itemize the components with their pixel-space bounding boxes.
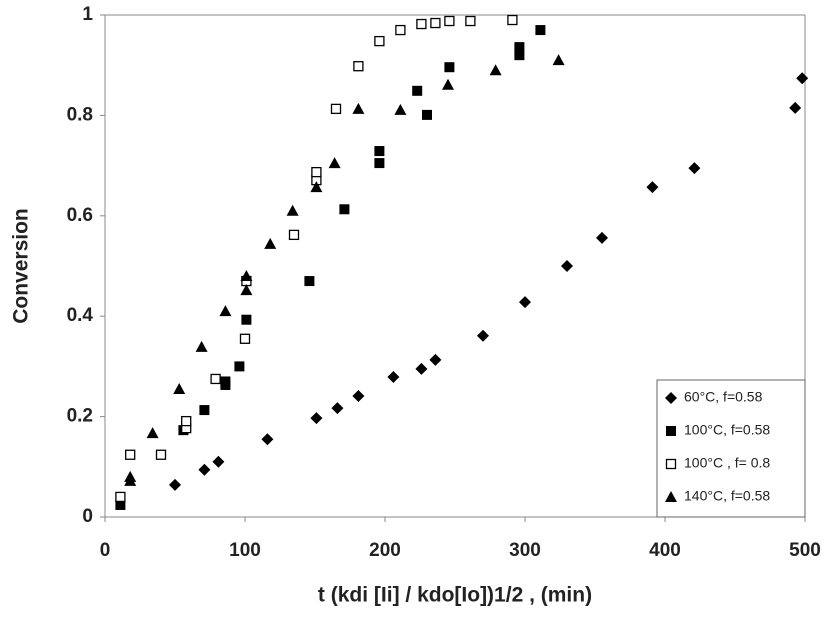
- point: [220, 376, 231, 387]
- point: [288, 229, 300, 241]
- point: [353, 61, 364, 72]
- y-tick-label: 0.6: [67, 205, 93, 226]
- point: [173, 382, 186, 394]
- point: [429, 353, 442, 366]
- point: [422, 109, 432, 120]
- legend-marker: [665, 392, 677, 404]
- legend-label: 100°C , f= 0.8: [684, 455, 770, 471]
- point: [310, 412, 323, 425]
- y-tick-label: 1: [82, 4, 93, 25]
- point: [374, 35, 385, 47]
- point: [535, 25, 546, 36]
- point: [115, 499, 126, 510]
- point: [387, 370, 400, 383]
- point: [519, 296, 531, 309]
- point: [352, 390, 365, 403]
- point: [352, 102, 365, 114]
- point: [310, 181, 323, 193]
- point: [688, 162, 701, 175]
- point: [286, 204, 299, 216]
- x-tick-label: 400: [649, 540, 681, 561]
- y-tick-label: 0.4: [67, 305, 94, 326]
- y-tick-label: 0.2: [67, 406, 93, 427]
- point: [181, 415, 192, 427]
- legend-box: [656, 379, 806, 518]
- point: [374, 146, 385, 157]
- point: [264, 237, 277, 249]
- point: [240, 270, 253, 282]
- point: [514, 42, 525, 53]
- plot-area: [104, 14, 806, 518]
- point: [210, 373, 221, 385]
- y-tick-label: 0.8: [67, 104, 93, 125]
- point: [240, 284, 253, 296]
- point: [169, 478, 181, 491]
- point: [442, 78, 454, 90]
- legend-marker: [665, 491, 677, 502]
- point: [199, 405, 210, 416]
- point: [796, 72, 809, 85]
- point: [374, 158, 385, 169]
- point: [395, 24, 406, 36]
- point: [115, 491, 126, 503]
- point: [146, 427, 159, 439]
- point: [311, 166, 322, 178]
- point: [304, 276, 315, 287]
- point: [261, 433, 274, 446]
- point: [646, 181, 659, 194]
- point: [124, 470, 137, 482]
- y-tick-label: 0: [82, 506, 93, 527]
- point: [241, 314, 252, 325]
- point: [489, 64, 502, 76]
- point: [330, 103, 342, 115]
- point: [219, 305, 232, 317]
- point: [477, 329, 489, 342]
- point: [465, 15, 476, 27]
- point: [239, 333, 251, 344]
- point: [125, 449, 136, 460]
- point: [507, 14, 518, 26]
- point: [444, 15, 455, 27]
- point: [155, 449, 167, 460]
- x-axis-title: t (kdi [Ii] / kdo[Io])1/2 , (min): [318, 584, 592, 607]
- point: [234, 361, 245, 372]
- point: [789, 101, 802, 114]
- point: [430, 17, 441, 29]
- point: [596, 231, 608, 244]
- x-tick-label: 0: [100, 540, 111, 561]
- legend-marker: [665, 458, 677, 470]
- point: [415, 362, 428, 375]
- point: [198, 463, 211, 476]
- point: [212, 455, 225, 468]
- point: [561, 260, 573, 272]
- point: [339, 204, 350, 215]
- x-tick-label: 100: [229, 540, 261, 561]
- legend-label: 140°C, f=0.58: [684, 488, 770, 504]
- legend-marker: [666, 426, 676, 436]
- point: [328, 157, 341, 169]
- y-axis-title: Conversion: [10, 208, 33, 324]
- x-tick-label: 200: [369, 540, 401, 561]
- x-tick-label: 300: [509, 540, 541, 561]
- point: [394, 103, 407, 115]
- point: [331, 402, 344, 415]
- point: [195, 340, 208, 352]
- legend-label: 100°C, f=0.58: [684, 422, 770, 438]
- x-tick-label: 500: [789, 540, 821, 561]
- point: [552, 54, 565, 66]
- point: [514, 50, 525, 61]
- point: [444, 62, 455, 73]
- point: [416, 18, 427, 30]
- legend-label: 60°C, f=0.58: [684, 389, 763, 405]
- point: [412, 85, 423, 96]
